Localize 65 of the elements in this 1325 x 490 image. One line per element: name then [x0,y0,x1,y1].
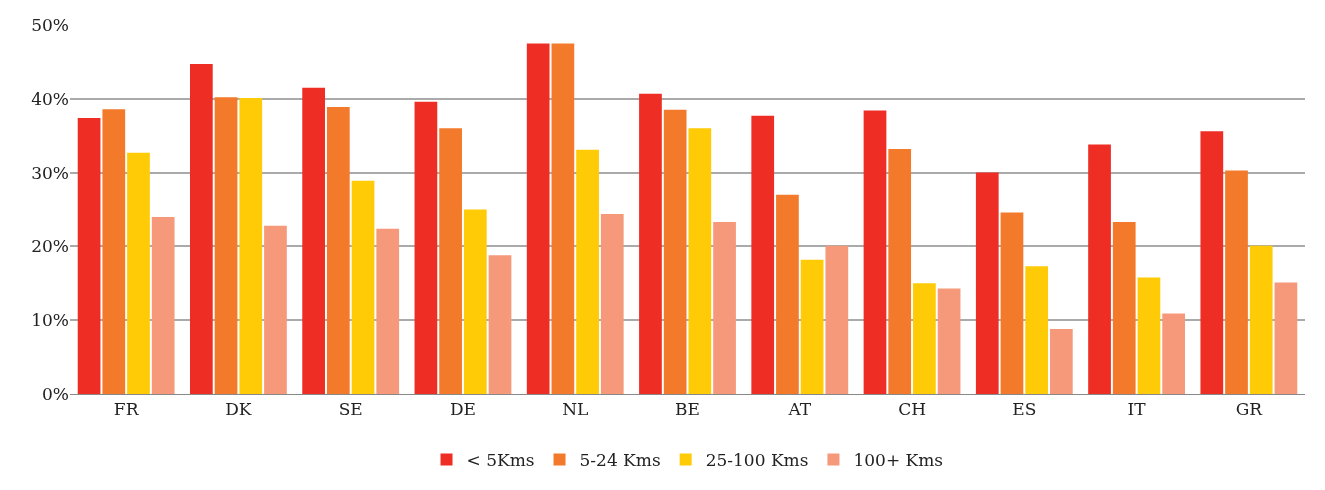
x-tick-label: DK [225,399,252,420]
bar [351,180,375,394]
x-tick-label: ES [1012,399,1037,420]
bar [1137,277,1161,394]
legend-label: 25-100 Kms [705,450,809,471]
bar [639,93,662,394]
bar [913,283,936,394]
y-tick-label: 40% [31,88,69,109]
bar [151,216,175,394]
x-tick-label: AT [787,399,812,420]
x-tick-label: BE [675,399,700,420]
legend-label: 5-24 Kms [579,450,661,471]
x-tick-label: IT [1127,399,1147,420]
y-tick-label: 50% [31,14,69,35]
bar [688,128,712,394]
bar [1249,245,1273,394]
bar [414,101,438,394]
x-tick-label: CH [898,399,926,420]
bar [600,213,624,394]
bar [77,117,101,394]
bar [1112,222,1136,394]
bar [1088,144,1111,394]
bar [1274,282,1298,394]
bar [439,128,462,394]
x-tick-label: FR [113,399,140,420]
bar [937,288,961,394]
bar [1225,170,1248,394]
bar [239,98,263,394]
bar [214,97,238,394]
x-tick-label: NL [562,399,589,420]
bar [1000,212,1024,394]
bar [190,64,213,394]
legend-label: < 5Kms [466,450,535,471]
bar [102,109,126,394]
bar [1025,266,1049,394]
bar [713,222,736,394]
bar [551,43,575,394]
bar [1162,313,1185,394]
bar [663,109,687,394]
x-tick-label: DE [449,399,476,420]
bar [127,152,150,394]
bar [1200,131,1224,394]
bar [326,106,350,394]
bar [975,172,999,394]
y-tick-label: 30% [31,162,69,183]
bar [576,149,599,394]
bar [526,43,550,394]
bar [376,228,400,394]
bar [800,259,824,394]
y-tick-label: 0% [42,383,69,404]
bar [463,209,487,394]
x-tick-label: SE [338,399,363,420]
bar [776,194,799,394]
y-tick-label: 10% [31,310,69,331]
bar [264,225,287,394]
bar [825,245,849,394]
bar [888,148,912,394]
bar [863,110,887,394]
x-tick-label: GR [1235,399,1264,420]
bar [1050,329,1073,394]
bar [488,255,512,394]
bar [751,115,775,394]
legend-label: 100+ Kms [853,450,944,471]
y-tick-label: 20% [31,236,69,257]
bar [302,87,325,394]
